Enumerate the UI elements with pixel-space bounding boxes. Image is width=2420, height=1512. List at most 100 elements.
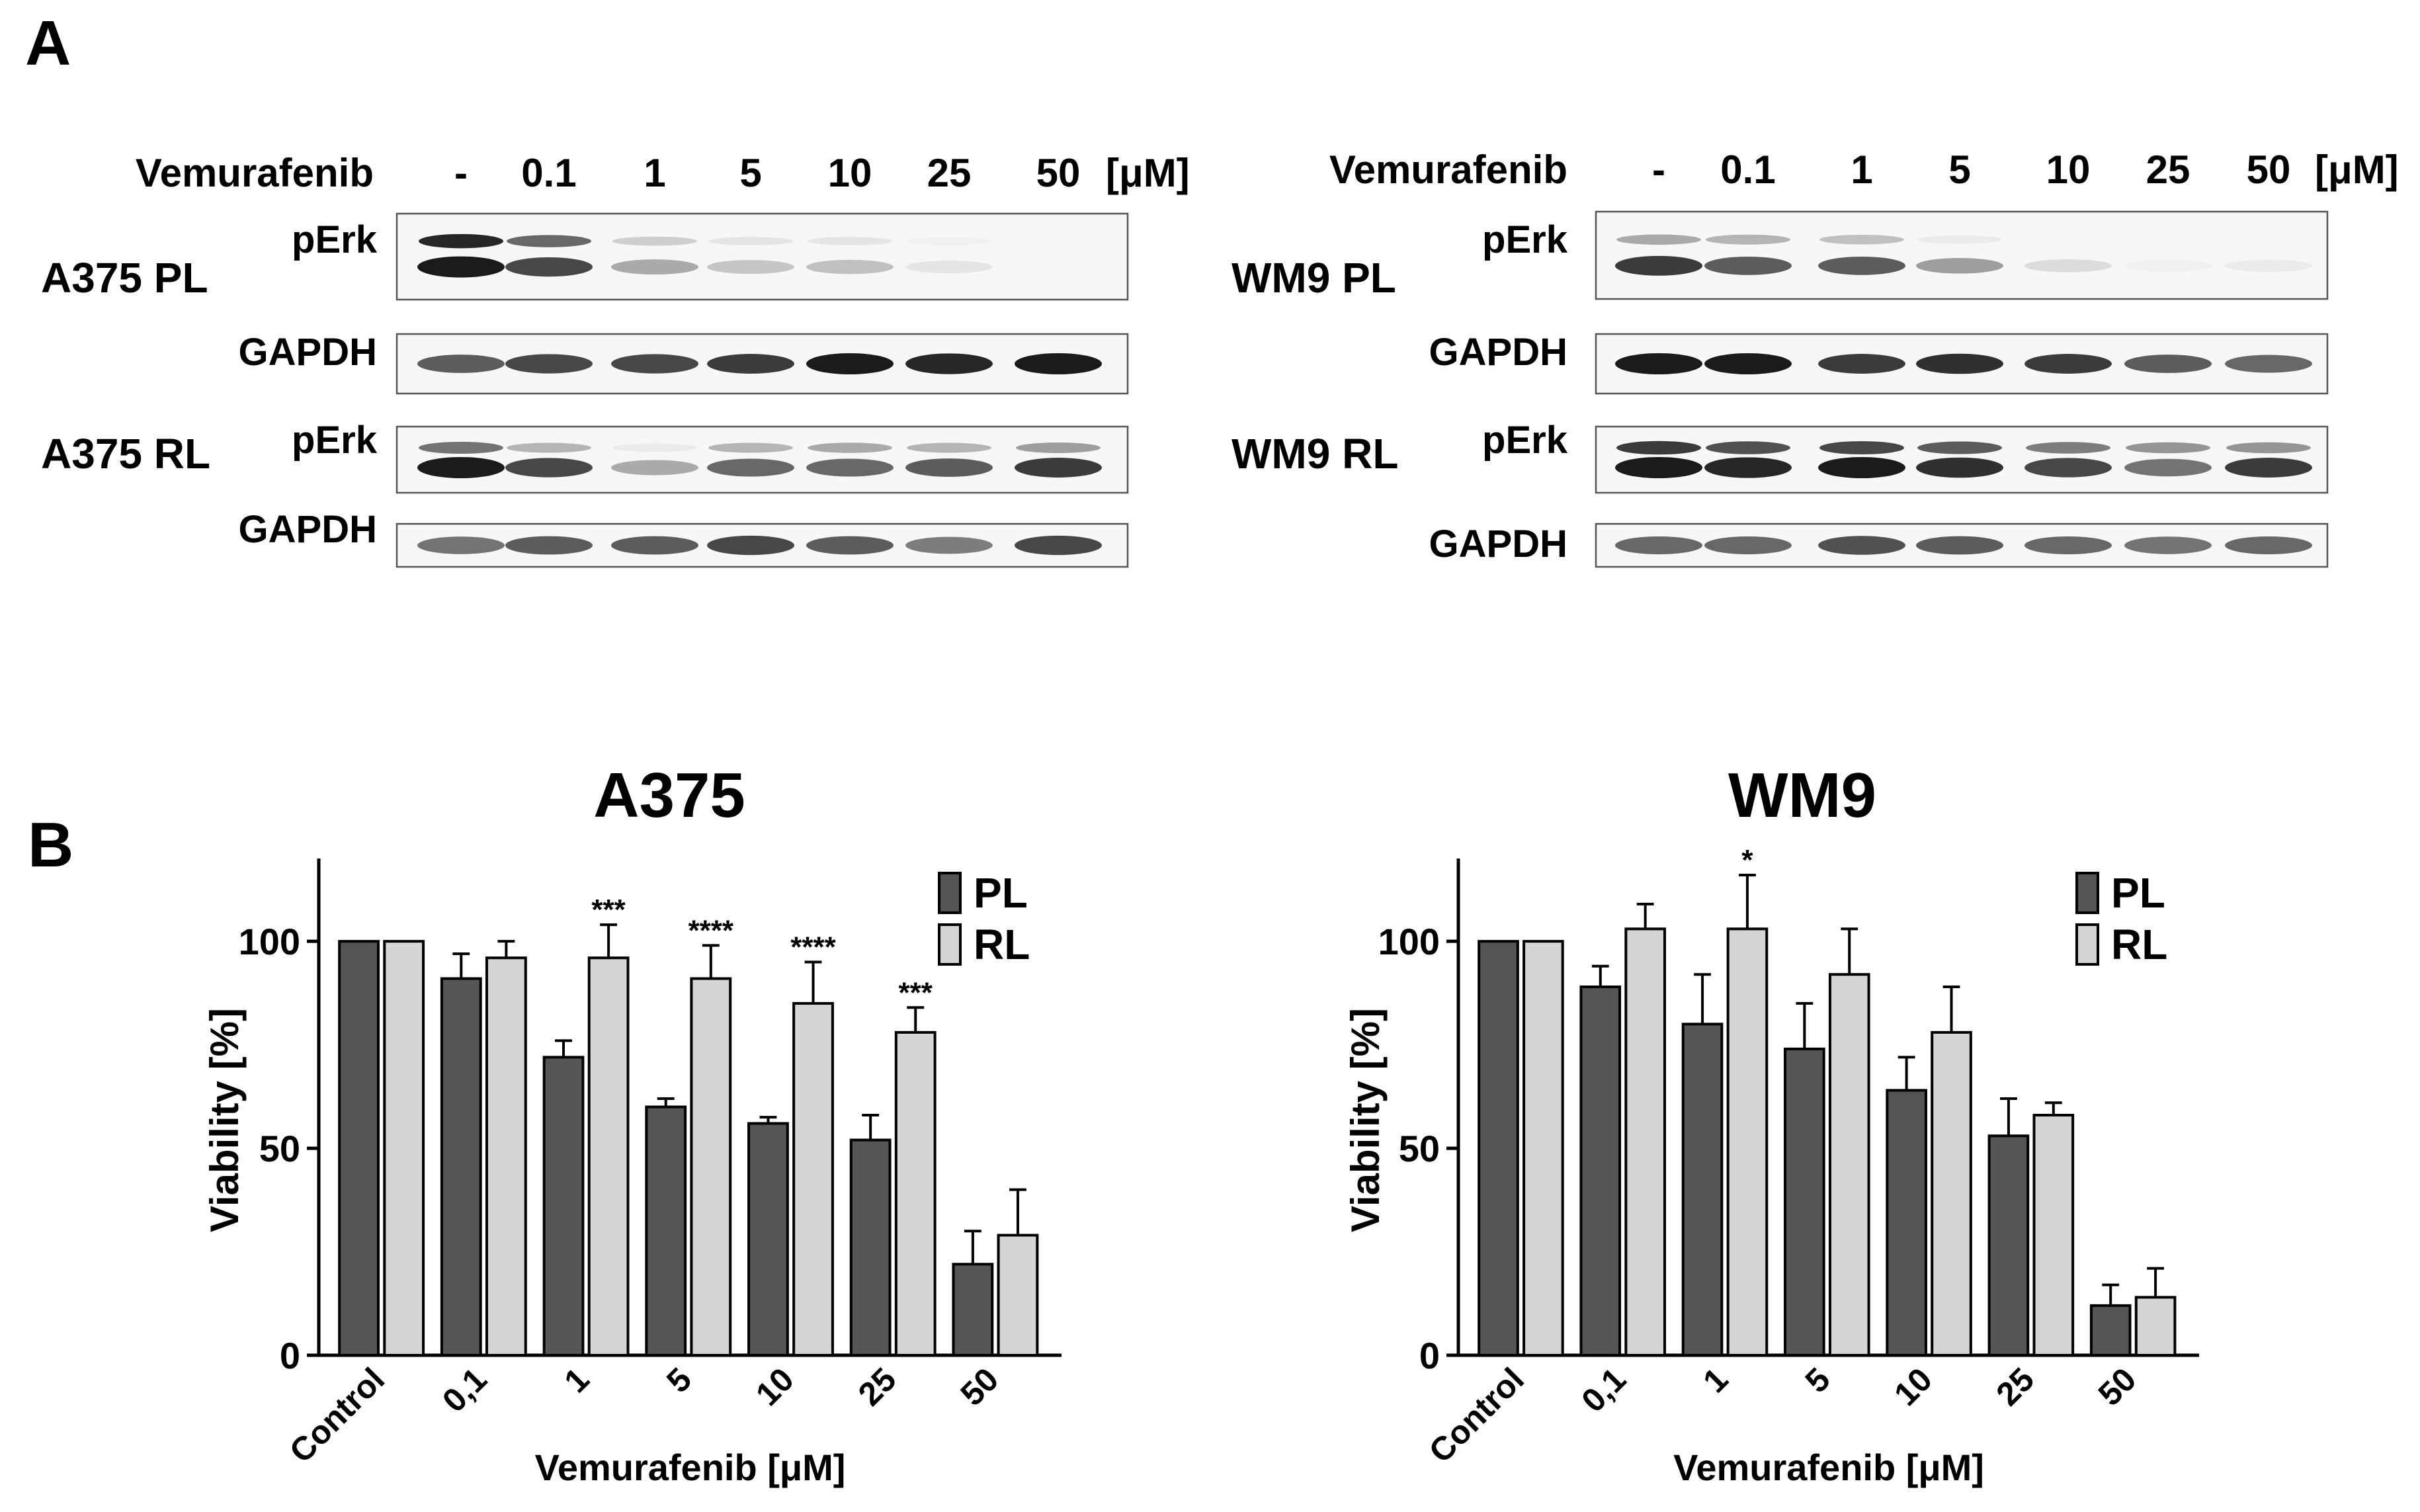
bar-pl [1478, 940, 1519, 1357]
y-axis-label: Viability [%] [202, 1008, 247, 1232]
legend-label: RL [2111, 921, 2167, 968]
protein-label: GAPDH [1429, 523, 1567, 566]
lane-label: 1 [644, 151, 665, 195]
protein-band [1818, 457, 1905, 478]
blot-strip [1595, 210, 2329, 300]
lane-label: 50 [1036, 151, 1081, 195]
protein-band [806, 458, 894, 477]
x-tick-label: 5 [659, 1361, 698, 1400]
y-tick-label: 100 [239, 921, 300, 962]
bar-pl [2089, 1304, 2132, 1357]
western-blot-a375: Vemurafenib - 0.1 1 5 10 25 50 [μM] A375 PL pErk GA… [41, 151, 1190, 568]
bar-pl [338, 940, 380, 1357]
x-tick-label: 50 [2091, 1361, 2144, 1413]
protein-band [2024, 458, 2112, 478]
protein-band [806, 353, 894, 374]
legend-swatch [2075, 923, 2099, 966]
protein-band [905, 536, 993, 554]
protein-band [1818, 536, 1905, 555]
protein-label: GAPDH [239, 331, 377, 374]
protein-band [1916, 258, 2003, 274]
treatment-label: Vemurafenib [136, 151, 374, 195]
protein-band [612, 443, 697, 452]
x-tick-label: Control [1422, 1361, 1531, 1470]
western-blot-wm9: Vemurafenib - 0.1 1 5 10 25 50 [μM] WM9 PL pErk GAP… [1231, 147, 2399, 568]
bar-rl [1931, 1030, 1972, 1357]
protein-band [1818, 354, 1905, 374]
lane-label: 1 [1851, 147, 1872, 192]
protein-band [611, 460, 698, 476]
protein-band [1015, 458, 1102, 478]
unit-label: [μM] [1106, 151, 1190, 195]
protein-band [907, 442, 991, 453]
protein-band [417, 536, 505, 554]
protein-band [417, 256, 505, 278]
cell-line-label: WM9 PL [1231, 254, 1396, 302]
protein-band [2225, 536, 2312, 555]
cell-line-label: A375 PL [41, 254, 208, 302]
protein-band [1615, 255, 1702, 276]
x-tick-label: 50 [953, 1361, 1005, 1413]
protein-band [707, 535, 794, 556]
significance-label: **** [790, 931, 836, 963]
x-tick-label: 10 [1887, 1361, 1939, 1413]
protein-label: pErk [292, 218, 378, 261]
protein-band [806, 259, 894, 274]
protein-band [1818, 256, 1905, 275]
protein-label: GAPDH [1429, 331, 1567, 374]
protein-band [2124, 536, 2212, 554]
significance-label: *** [899, 976, 933, 1009]
bar-rl [1828, 973, 1870, 1357]
protein-band [611, 259, 698, 275]
lane-label: - [454, 151, 468, 195]
y-tick-label: 50 [1399, 1128, 1440, 1169]
protein-band [707, 458, 794, 477]
bar-pl [952, 1263, 994, 1357]
protein-band [708, 237, 793, 245]
y-tick-label: 100 [1378, 921, 1440, 962]
bar-pl [645, 1105, 687, 1357]
bar-pl [747, 1122, 789, 1357]
bar-rl [997, 1234, 1039, 1357]
protein-band [2126, 442, 2210, 454]
protein-band [505, 257, 593, 277]
legend-swatch [938, 872, 962, 914]
protein-band [419, 442, 503, 454]
x-tick-label: 1 [557, 1361, 596, 1400]
bar-rl [1726, 927, 1769, 1357]
y-tick-label: 0 [1419, 1335, 1440, 1376]
bar-rl [792, 1002, 834, 1357]
protein-band [507, 235, 591, 247]
protein-band [1916, 353, 2003, 374]
bar-pl [1987, 1134, 2030, 1357]
protein-band [612, 236, 697, 246]
lane-label: 0.1 [521, 151, 576, 195]
protein-band [1615, 536, 1702, 555]
x-tick-label: 0,1 [435, 1361, 494, 1419]
protein-band [2024, 354, 2112, 374]
y-tick-label: 50 [259, 1128, 300, 1169]
lane-label: 50 [2247, 147, 2291, 192]
blot-strip [396, 212, 1129, 301]
protein-band [2124, 355, 2212, 373]
bar-rl [587, 956, 630, 1357]
protein-band [905, 261, 993, 274]
protein-band [808, 442, 892, 453]
protein-band [907, 237, 991, 245]
protein-band [1615, 457, 1702, 478]
bar-rl [383, 940, 425, 1357]
protein-label: pErk [292, 419, 378, 462]
x-tick-label: 5 [1798, 1361, 1837, 1400]
protein-band [808, 237, 892, 245]
bar-pl [440, 977, 482, 1357]
protein-band [1016, 442, 1101, 453]
lane-label: - [1652, 147, 1665, 192]
cell-line-label: A375 RL [41, 430, 210, 478]
treatment-label: Vemurafenib [1329, 147, 1567, 192]
lane-label: 5 [739, 151, 761, 195]
significance-label: *** [591, 894, 626, 926]
bar-rl [2032, 1114, 2075, 1357]
bar-rl [1624, 927, 1666, 1357]
protein-band [2124, 260, 2212, 272]
